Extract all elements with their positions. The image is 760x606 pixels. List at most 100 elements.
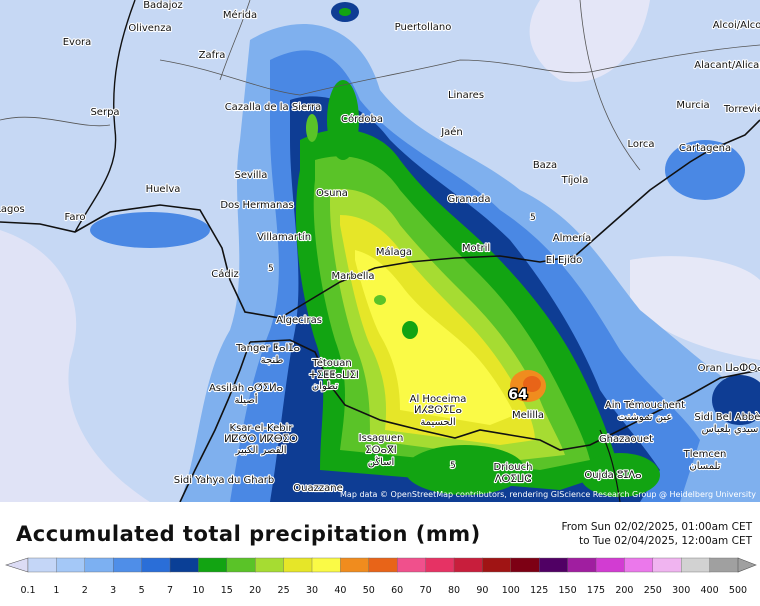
period-to: to Tue 02/04/2025, 12:00am CET xyxy=(579,535,752,547)
colorbar-tick-label: 100 xyxy=(502,585,520,596)
colorbar-tick-label: 20 xyxy=(249,585,261,596)
city-label: تطوان xyxy=(312,381,338,392)
city-label: Marbella xyxy=(331,271,374,282)
colorbar-swatch xyxy=(226,557,256,573)
colorbar-swatch xyxy=(425,557,455,573)
precip-band-40mm xyxy=(355,250,515,425)
precipitation-map[interactable]: 5 5 5 64 Badajoz Mérida Olivenza Evora Zafra… xyxy=(0,0,760,502)
city-label: Cádiz xyxy=(211,268,239,280)
colorbar-swatch xyxy=(112,557,143,573)
city-label: ⵉⵙⴰⴳⵏ xyxy=(365,445,396,456)
precip-cell-oujda xyxy=(580,453,660,497)
city-label: تلمسان xyxy=(689,461,720,472)
colorbar-tick-label: 50 xyxy=(363,585,375,596)
colorbar-tick-label: 5 xyxy=(139,585,145,596)
colorbar-arrow-low xyxy=(5,557,29,573)
city-label: Issaguen xyxy=(359,433,404,444)
period-from: From Sun 02/02/2025, 01:00am CET xyxy=(561,521,753,533)
city-label: Ain Témouchent xyxy=(605,399,685,411)
map-title: Accumulated total precipitation (mm) xyxy=(16,522,481,546)
precip-hole xyxy=(374,295,386,305)
colorbar-swatch xyxy=(397,557,427,573)
colorbar-tick-label: 3 xyxy=(110,585,116,596)
city-label: Jaén xyxy=(440,126,463,138)
city-label: Granada xyxy=(448,194,491,205)
colorbar-svg: 0.1 1 2 3 5 7 10 15 20 25 30 40 50 60 70 80 90 100 125 150 1… xyxy=(5,557,757,596)
colorbar-swatch xyxy=(84,557,114,573)
city-label: Tanger ⵟⴰⵏⵊⴰ xyxy=(235,343,300,354)
colorbar-swatch xyxy=(510,557,540,573)
precip-cell-oran xyxy=(712,375,760,425)
city-label: Dos Hermanas xyxy=(220,200,293,211)
colorbar-swatch xyxy=(652,557,682,573)
colorbar-tick-label: 1 xyxy=(53,585,59,596)
colorbar-swatch xyxy=(453,557,484,573)
regional-border xyxy=(159,44,760,96)
city-label: Murcia xyxy=(676,100,709,111)
regional-border xyxy=(579,0,641,171)
city-label: Oujda ⵓⵊⴷⴰ xyxy=(584,470,641,481)
city-label: Zafra xyxy=(199,50,226,61)
colorbar-tick-label: 0.1 xyxy=(20,585,35,596)
colorbar-tick-label: 400 xyxy=(701,585,719,596)
city-label: Faro xyxy=(65,212,86,223)
coastline-iberia xyxy=(0,119,760,319)
colorbar-tick-label: 80 xyxy=(448,585,460,596)
colorbar-swatch xyxy=(681,557,711,573)
precipitation-colorbar: 0.1 1 2 3 5 7 10 15 20 25 30 40 50 60 70 80 90 100 125 150 1… xyxy=(0,556,760,602)
city-label: Torrevieja xyxy=(723,104,760,115)
city-label: Algeciras xyxy=(276,315,322,326)
colorbar-tick-label: 70 xyxy=(420,585,432,596)
colorbar-tick-label: 30 xyxy=(306,585,318,596)
colorbar-swatch xyxy=(595,557,626,573)
city-label: Olivenza xyxy=(128,23,171,34)
city-label: Baza xyxy=(533,160,557,171)
city-label: طنجة xyxy=(261,355,284,366)
city-label: Tétouan xyxy=(311,357,351,369)
low-precip-area-northeast xyxy=(529,0,650,82)
colorbar-tick-label: 25 xyxy=(278,585,290,596)
city-label: Huelva xyxy=(146,184,181,195)
border-spain-portugal xyxy=(74,0,136,233)
city-label: Al Hoceima xyxy=(410,394,467,405)
contour-label: 5 xyxy=(268,264,274,274)
coastline-morocco-atlantic xyxy=(179,341,251,502)
colorbar-arrow-high xyxy=(737,557,757,573)
precip-band-60mm xyxy=(523,376,541,392)
city-label: الحسيمة xyxy=(420,417,455,428)
city-label: Serpa xyxy=(90,107,119,118)
colorbar-swatch xyxy=(311,557,342,573)
city-labels-layer: Badajoz Mérida Olivenza Evora Zafra Puertolla… xyxy=(0,0,760,495)
city-label: Málaga xyxy=(376,246,412,258)
colorbar-tick-label: 200 xyxy=(615,585,633,596)
city-label: القصر الكبير xyxy=(234,445,286,456)
city-label: Mérida xyxy=(223,9,257,21)
city-label: Sidi Yahya du Gharb xyxy=(174,475,274,486)
city-label: Córdoba xyxy=(341,113,383,125)
colorbar-tick-label: 90 xyxy=(476,585,488,596)
city-label: Lagos xyxy=(0,204,25,215)
regional-border xyxy=(219,0,251,81)
city-label: عين تموشنت xyxy=(618,412,673,423)
colorbar-tick-label: 150 xyxy=(559,585,577,596)
city-label: Sidi Bel Abbès xyxy=(694,411,760,423)
city-label: Tíjola xyxy=(561,174,589,186)
city-label: Lorca xyxy=(627,139,654,150)
regional-border xyxy=(0,116,111,127)
low-precip-area-east-sea xyxy=(630,256,760,360)
precip-cell-rif xyxy=(405,445,525,495)
colorbar-tick-label: 125 xyxy=(530,585,548,596)
city-label: Puertollano xyxy=(395,22,452,33)
city-label: Oran ⵡⴰⵀⵔⴰⵏ xyxy=(698,363,760,374)
city-label: Evora xyxy=(63,37,92,48)
city-label: سيدي بلعباس xyxy=(702,424,759,435)
contour-label: 5 xyxy=(450,461,456,471)
precip-cell-cordoba xyxy=(306,114,318,142)
colorbar-swatch xyxy=(539,557,569,573)
city-label: Badajoz xyxy=(143,0,183,11)
city-label: Alcoi/Alcoy xyxy=(713,20,760,31)
contour-label: 5 xyxy=(530,213,536,223)
colorbar-swatch xyxy=(567,557,597,573)
city-label: Almería xyxy=(553,232,592,244)
colorbar-swatch xyxy=(27,557,58,573)
